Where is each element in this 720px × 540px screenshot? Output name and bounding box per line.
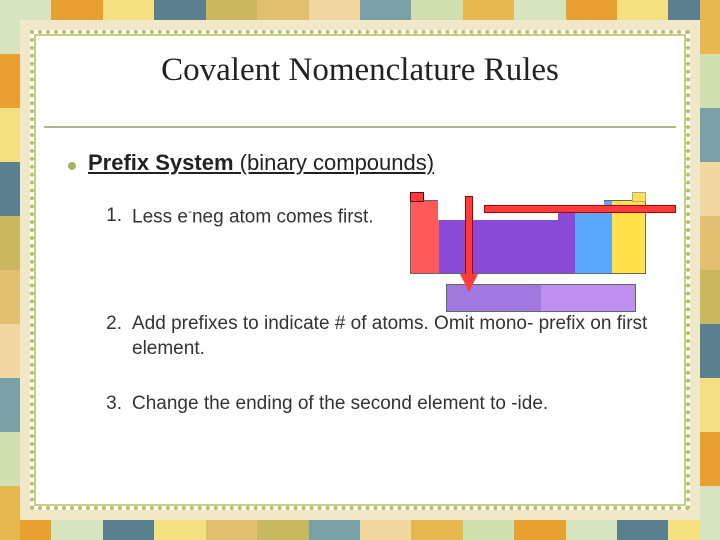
item-text: Add prefixes to indicate # of atoms. Omi… [132,312,652,361]
content-card: Covalent Nomenclature Rules Prefix Syste… [44,44,676,496]
border-top [0,0,720,20]
bullet-lead: Prefix System [88,150,234,175]
pt-helium-cell [632,192,646,202]
bullet-text: Prefix System (binary compounds) [88,150,434,176]
arrow-down-icon [462,196,476,292]
slide: Covalent Nomenclature Rules Prefix Syste… [0,0,720,540]
list-item-2: 2. Add prefixes to indicate # of atoms. … [100,312,652,361]
title-wrap: Covalent Nomenclature Rules [44,44,676,95]
title-rule [44,126,676,128]
border-right [700,0,720,540]
item-number: 2. [100,312,122,361]
item-number: 3. [100,392,122,417]
border-left [0,0,20,540]
border-bottom [0,520,720,540]
list-item-1: 1. Less e-neg atom comes first. [100,204,416,230]
slide-title: Covalent Nomenclature Rules [44,52,676,89]
item-number: 1. [100,204,122,230]
bullet-rest: (binary compounds) [234,150,435,175]
list-item-3: 3. Change the ending of the second eleme… [100,392,652,417]
pt-hydrogen-cell [410,192,424,202]
arrow-right-icon [484,202,694,216]
item-text: Change the ending of the second element … [132,392,652,417]
bullet-dot-icon [68,162,76,170]
item-text: Less e-neg atom comes first. [132,204,416,230]
bullet-row: Prefix System (binary compounds) [68,150,652,176]
